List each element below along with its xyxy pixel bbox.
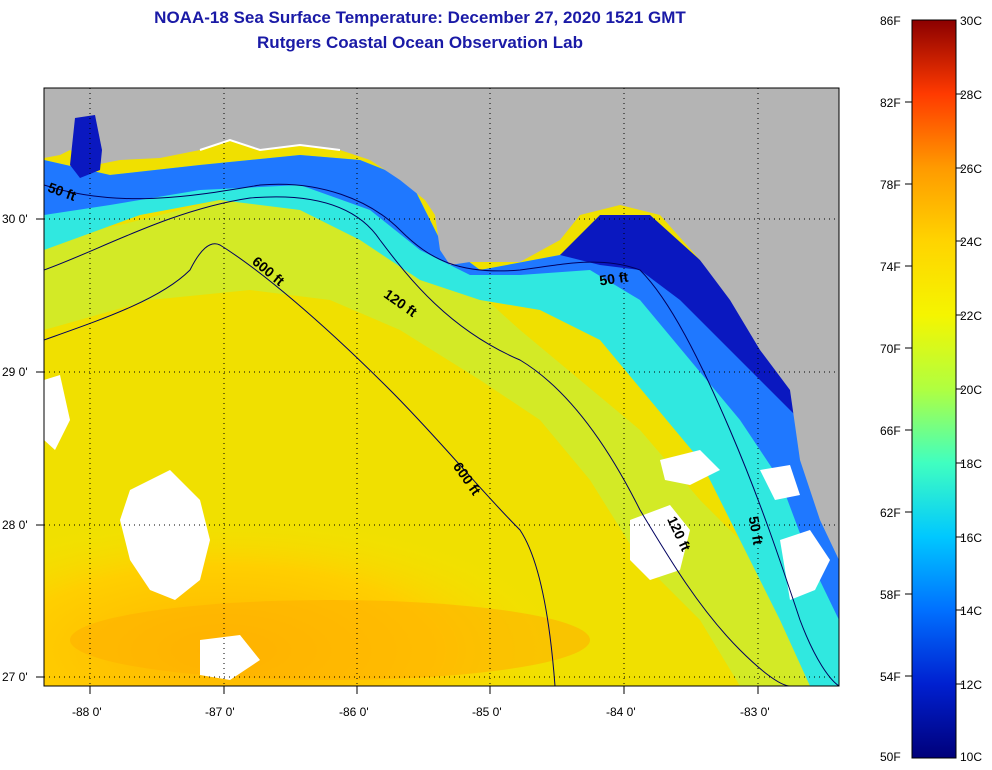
colorbar-c-label: 22C — [960, 309, 983, 323]
colorbar-f-label: 54F — [880, 670, 901, 684]
colorbar-f-label: 86F — [880, 14, 901, 28]
colorbar-c-label: 16C — [960, 531, 983, 545]
colorbar-c-label: 10C — [960, 750, 983, 764]
lat-label-30: 30 0' — [2, 212, 28, 226]
colorbar-c-label: 12C — [960, 678, 983, 692]
lon-label-85: -85 0' — [472, 705, 502, 719]
contour-label-50ft-bigbend: 50 ft — [598, 269, 629, 289]
colorbar-c-label: 30C — [960, 14, 983, 28]
map-subtitle: Rutgers Coastal Ocean Observation Lab — [257, 33, 583, 52]
depth-contours — [44, 183, 839, 686]
colorbar-f-label: 66F — [880, 424, 901, 438]
colorbar — [911, 19, 957, 759]
shelf-water — [44, 195, 839, 686]
land — [44, 88, 839, 560]
map-title: NOAA-18 Sea Surface Temperature: Decembe… — [154, 8, 686, 27]
colorbar-f-label: 82F — [880, 96, 901, 110]
map-area — [44, 88, 839, 686]
clouds — [44, 375, 830, 680]
colorbar-c-label: 28C — [960, 88, 983, 102]
colorbar-f-label: 74F — [880, 260, 901, 274]
colorbar-c-label: 18C — [960, 457, 983, 471]
lon-label-86: -86 0' — [339, 705, 369, 719]
colorbar-c-label: 20C — [960, 383, 983, 397]
lon-label-87: -87 0' — [205, 705, 235, 719]
warm-band — [70, 600, 590, 680]
lon-label-88: -88 0' — [72, 705, 102, 719]
colorbar-f-label: 78F — [880, 178, 901, 192]
tick-marks — [36, 218, 759, 694]
colorbar-f-label: 62F — [880, 506, 901, 520]
lat-label-27: 27 0' — [2, 670, 28, 684]
map-frame — [43, 87, 840, 687]
colorbar-f-label: 58F — [880, 588, 901, 602]
colorbar-f-label: 70F — [880, 342, 901, 356]
lon-label-83: -83 0' — [740, 705, 770, 719]
colorbar-c-label: 26C — [960, 162, 983, 176]
lat-label-28: 28 0' — [2, 518, 28, 532]
colorbar-c-label: 24C — [960, 235, 983, 249]
colorbar-f-label: 50F — [880, 750, 901, 764]
big-bend-dark — [560, 215, 815, 440]
colorbar-ticks — [905, 93, 963, 685]
lon-label-84: -84 0' — [606, 705, 636, 719]
lat-label-29: 29 0' — [2, 365, 28, 379]
nearshore-blue — [44, 155, 839, 620]
colorbar-c-label: 14C — [960, 604, 983, 618]
mobile-bay — [70, 115, 102, 178]
contour-label-50ft-south: 50 ft — [746, 515, 767, 546]
